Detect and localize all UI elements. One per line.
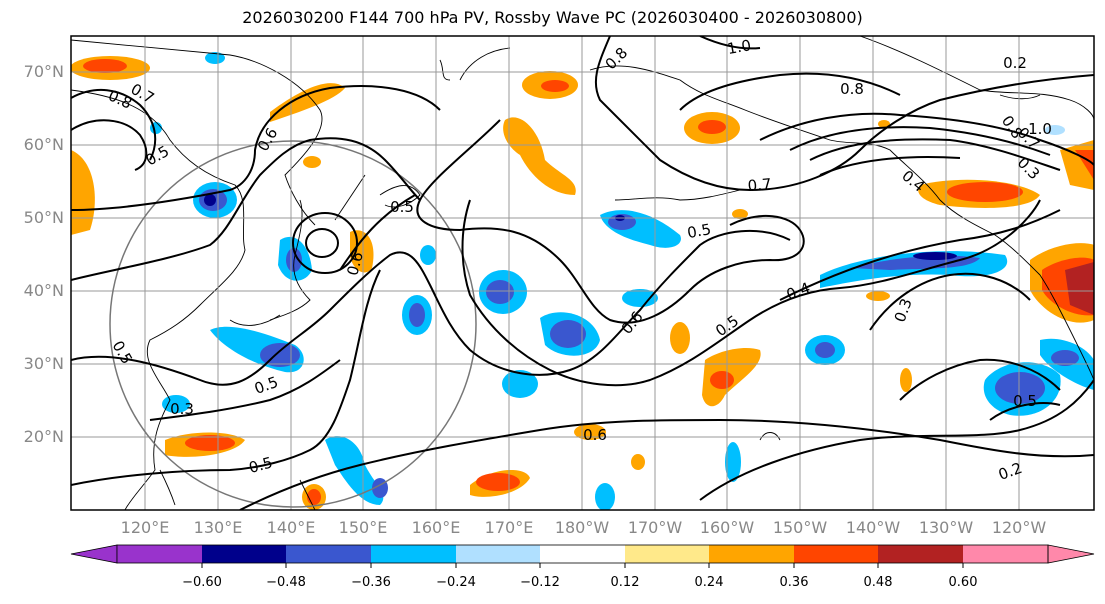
contour-label: 0.5 xyxy=(109,338,137,368)
contour-label: 0.5 xyxy=(712,312,742,340)
contour-label: 0.2 xyxy=(996,459,1025,484)
map-title: 2026030200 F144 700 hPa PV, Rossby Wave … xyxy=(242,8,863,27)
contour-label: 0.6 xyxy=(583,426,607,444)
contour-label: 0.3 xyxy=(170,400,194,418)
colorbar-tick-label: −0.12 xyxy=(520,575,560,590)
contour-label: 0.5 xyxy=(247,453,275,477)
contour-label: 0.6 xyxy=(343,250,367,278)
pv-anomaly-shading xyxy=(71,52,1094,510)
contour-label: 0.5 xyxy=(686,220,713,242)
plot-frame xyxy=(70,35,1095,511)
colorbar xyxy=(70,544,1095,568)
lat-label-60n: 60°N xyxy=(23,135,64,154)
pv-contours xyxy=(71,36,1094,510)
lon-label-140e: 140°E xyxy=(266,518,316,537)
lon-label-130e: 130°E xyxy=(193,518,243,537)
colorbar-tick-label: −0.24 xyxy=(436,575,476,590)
lat-label-40n: 40°N xyxy=(23,281,64,300)
contour-label: 0.3 xyxy=(891,296,916,325)
lat-label-70n: 70°N xyxy=(23,62,64,81)
contour-label: 1.0 xyxy=(1028,120,1052,138)
lon-label-120w: 120°W xyxy=(991,518,1047,537)
contour-label: 0.5 xyxy=(1013,392,1037,410)
lon-label-160w: 160°W xyxy=(699,518,755,537)
lon-label-150w: 150°W xyxy=(772,518,828,537)
colorbar-tick-label: −0.60 xyxy=(182,575,222,590)
radius-circle xyxy=(109,140,477,508)
colorbar-tick-label: 0.60 xyxy=(948,575,978,590)
colorbar-tick-label: 0.48 xyxy=(863,575,893,590)
contour-label: 0.8 xyxy=(602,44,632,74)
contour-label: 1.0 xyxy=(726,36,753,58)
contour-label: 0.5 xyxy=(252,373,281,398)
lon-label-120e: 120°E xyxy=(120,518,170,537)
contour-label: 0.7 xyxy=(128,80,158,108)
contour-label: 0.7 xyxy=(747,175,772,195)
contour-label: 0.4 xyxy=(784,279,813,304)
contour-label: 0.6 xyxy=(254,125,282,155)
colorbar-tick-label: −0.36 xyxy=(351,575,391,590)
lon-label-140w: 140°W xyxy=(845,518,901,537)
lon-label-150e: 150°E xyxy=(338,518,388,537)
contour-label: 0.5 xyxy=(390,198,414,216)
contour-label: 0.3 xyxy=(1014,154,1044,184)
lon-label-170w: 170°W xyxy=(627,518,683,537)
lon-label-130w: 130°W xyxy=(918,518,974,537)
lon-label-180w: 180°W xyxy=(554,518,610,537)
colorbar-tick-label: 0.36 xyxy=(779,575,809,590)
lat-label-20n: 20°N xyxy=(23,427,64,446)
contour-label: 0.5 xyxy=(143,142,173,170)
colorbar-tick-label: 0.12 xyxy=(610,575,640,590)
lat-label-30n: 30°N xyxy=(23,354,64,373)
colorbar-tick-label: −0.48 xyxy=(266,575,306,590)
colorbar-tick-label: 0.24 xyxy=(694,575,724,590)
contour-label: 0.6 xyxy=(618,308,647,338)
lon-label-160e: 160°E xyxy=(411,518,461,537)
lat-label-50n: 50°N xyxy=(23,208,64,227)
contour-label: 0.2 xyxy=(1003,54,1027,72)
contour-label: 0.8 xyxy=(840,80,864,98)
lon-label-170e: 170°E xyxy=(484,518,534,537)
